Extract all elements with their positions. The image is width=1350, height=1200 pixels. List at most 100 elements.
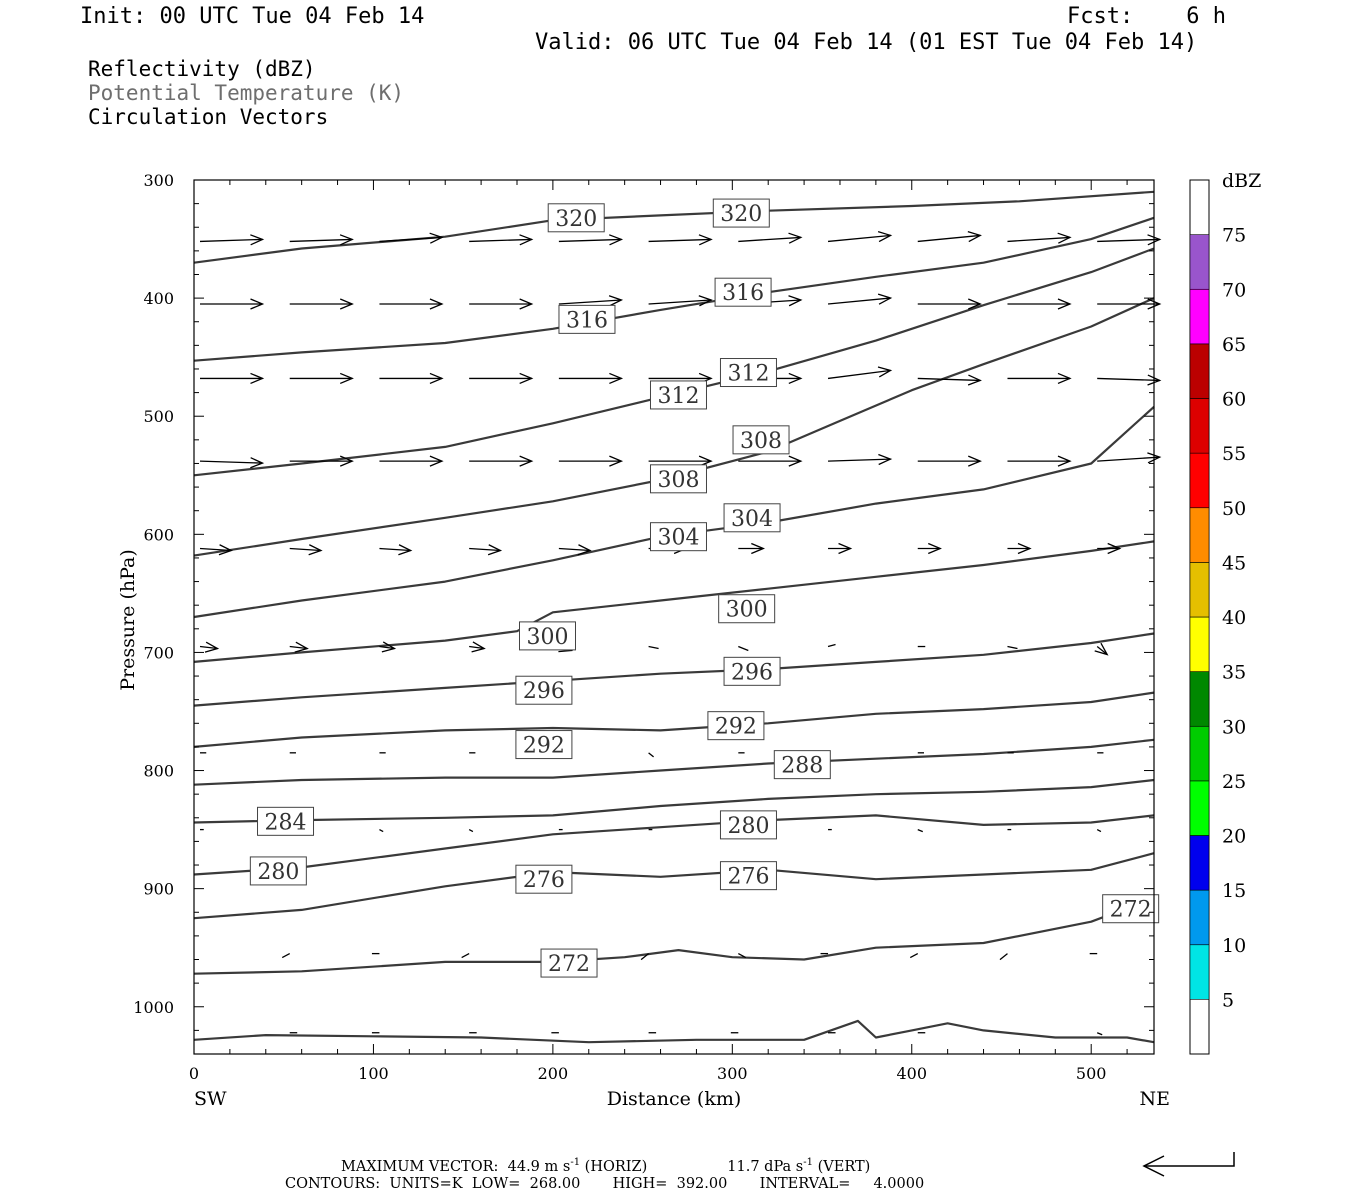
colorbar-unit: dBZ: [1222, 170, 1261, 192]
contour-label-box: [719, 358, 777, 388]
vector-head: [308, 544, 323, 556]
vector-head: [250, 234, 265, 246]
vector-head: [429, 455, 444, 467]
contour-label-308: 308: [732, 425, 790, 455]
reference-vector-shaft: [1144, 1152, 1235, 1167]
vector-head: [877, 230, 893, 243]
vector-head: [204, 641, 220, 653]
vector-head: [398, 544, 413, 556]
colorbar-segment: [1189, 616, 1210, 672]
vector-head: [218, 544, 233, 556]
circulation-vector: [1097, 542, 1122, 555]
vector-shaft: [827, 297, 891, 305]
contour-label-box: [649, 522, 707, 552]
circulation-vector: [1097, 374, 1162, 386]
vector-head: [788, 295, 803, 307]
init-time: Init: 00 UTC Tue 04 Feb 14: [80, 4, 425, 29]
vector-head: [788, 455, 803, 467]
x-tick-label: 0: [189, 1064, 199, 1083]
circulation-vector: [558, 455, 624, 467]
circulation-vector: [640, 953, 650, 961]
vector-shaft: [379, 829, 384, 833]
circulation-vector: [289, 544, 323, 556]
vector-shaft: [648, 645, 659, 650]
vector-head: [294, 641, 309, 653]
vector-shaft: [917, 377, 981, 382]
circulation-vector: [1097, 234, 1162, 246]
isentrope-296: [193, 632, 1155, 707]
contour-label-text: 280: [257, 860, 299, 885]
isentrope-272: [193, 897, 1155, 975]
contour-label-box: [515, 864, 573, 894]
legend-circulation-vectors: Circulation Vectors: [88, 105, 329, 129]
vector-head: [1147, 374, 1162, 386]
contour-label-box: [257, 806, 315, 836]
vector-head: [339, 372, 354, 385]
vector-head: [608, 234, 624, 246]
contour-label-text: 308: [740, 429, 782, 454]
circulation-vector: [738, 542, 766, 555]
contour-label-box: [649, 380, 707, 410]
circulation-vector: [648, 295, 713, 307]
colorbar-label: 75: [1222, 225, 1246, 247]
contour-label-box: [540, 948, 598, 978]
y-tick-label: 300: [143, 171, 174, 190]
vector-shaft: [558, 238, 622, 243]
circulation-vector: [917, 374, 982, 386]
circulation-vector: [738, 645, 749, 652]
vector-shaft: [1096, 1032, 1103, 1036]
colorbar-label: 65: [1222, 334, 1246, 356]
vector-shaft: [199, 547, 232, 552]
circulation-vector: [917, 828, 923, 833]
isentrope-268: [193, 1019, 1155, 1044]
vector-head: [698, 234, 713, 246]
colorbar-label: 5: [1222, 989, 1234, 1011]
colorbar-segment: [1189, 835, 1210, 891]
isentrope-304: [193, 405, 1155, 619]
vector-shaft: [199, 460, 263, 464]
contour-label-text: 312: [657, 384, 699, 409]
circulation-vector: [379, 829, 384, 833]
vector-shaft: [199, 645, 218, 650]
vector-head: [250, 457, 265, 469]
circulation-vector: [648, 234, 713, 246]
vector-head: [1147, 234, 1162, 246]
contour-label-320: 320: [547, 203, 605, 233]
contour-label-box: [558, 304, 616, 334]
valid-time: Valid: 06 UTC Tue 04 Feb 14 (01 EST Tue …: [535, 30, 1198, 55]
isentrope-300: [193, 540, 1155, 663]
max-vector-value: MAXIMUM VECTOR: 44.9 m s: [341, 1158, 571, 1175]
contour-label-300: 300: [518, 621, 576, 651]
circulation-vector: [827, 293, 893, 305]
contour-label-text: 316: [566, 308, 608, 333]
vector-head: [967, 230, 982, 243]
y-tick-label: 700: [143, 643, 174, 662]
vector-head: [250, 372, 265, 385]
circulation-vector: [828, 453, 893, 466]
contour-label-box: [773, 750, 831, 780]
circulation-vector: [1007, 372, 1072, 385]
circulation-vector: [379, 298, 444, 310]
contour-label-312: 312: [719, 358, 777, 388]
x-axis: 0 100 200 300 400 500: [189, 180, 1128, 1083]
vector-head: [1017, 542, 1032, 555]
contour-info-line: CONTOURS: UNITS=K LOW= 268.00 HIGH= 392.…: [285, 1176, 925, 1192]
contour-label-box: [723, 503, 781, 533]
circulation-vector: [917, 455, 982, 467]
circulation-vector: [379, 372, 444, 385]
circulation-vector: [1007, 298, 1072, 310]
circulation-vector: [1007, 645, 1018, 650]
isentrope-312: [193, 247, 1155, 477]
y-tick-label: 600: [143, 525, 174, 544]
circulation-vector: [917, 542, 942, 555]
vector-shaft: [281, 953, 291, 959]
circulation-vector: [469, 372, 534, 385]
contour-label-272: 272: [1102, 894, 1160, 924]
y-axis-label: Pressure (hPa): [117, 549, 139, 691]
circulation-vector: [558, 544, 592, 556]
contour-label-box: [723, 656, 781, 686]
vector-shaft: [289, 547, 322, 552]
isentrope-284: [193, 778, 1155, 824]
vector-head: [751, 542, 766, 555]
x-tick-label: 300: [717, 1064, 748, 1083]
